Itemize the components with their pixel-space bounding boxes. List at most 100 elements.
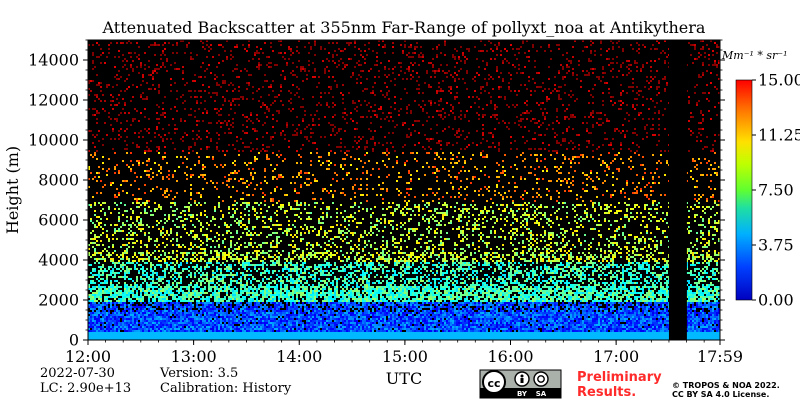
heatmap-cell [272,90,274,92]
heatmap-cell [380,222,382,224]
heatmap-cell [358,188,360,190]
heatmap-cell [546,188,548,190]
heatmap-cell [254,128,256,130]
heatmap-cell [296,232,298,234]
heatmap-cell [556,242,558,244]
heatmap-cell [156,44,158,46]
heatmap-cell [272,198,274,200]
heatmap-cell [306,74,308,76]
heatmap-cell [272,126,274,128]
heatmap-cell [588,74,590,76]
heatmap-cell [168,214,170,216]
heatmap-cell [628,72,630,74]
heatmap-cell [510,90,512,92]
heatmap-cell [428,226,430,228]
heatmap-cell [412,228,414,230]
heatmap-cell [92,238,94,240]
heatmap-cell [464,82,466,84]
heatmap-cell [120,136,122,138]
heatmap-cell [574,156,576,158]
heatmap-cell [484,242,486,244]
heatmap-cell [442,204,444,206]
heatmap-cell [382,230,384,232]
heatmap-cell [92,60,94,62]
heatmap-cell [616,76,618,78]
heatmap-cell [566,128,568,130]
heatmap-cell [456,218,458,220]
heatmap-cell [514,214,516,216]
heatmap-cell [404,164,406,166]
heatmap-cell [414,46,416,48]
heatmap-cell [350,248,352,250]
heatmap-cell [526,40,528,42]
heatmap-cell [270,220,272,222]
heatmap-cell [136,56,138,58]
heatmap-cell [496,170,498,172]
heatmap-cell [430,86,432,88]
heatmap-cell [280,86,282,88]
heatmap-cell [460,194,462,196]
heatmap-cell [232,162,234,164]
heatmap-cell [582,218,584,220]
heatmap-cell [528,80,530,82]
heatmap-cell [120,246,122,248]
heatmap-cell [578,134,580,136]
heatmap-cell [388,60,390,62]
heatmap-cell [636,236,638,238]
heatmap-cell [488,210,490,212]
heatmap-cell [588,244,590,246]
heatmap-cell [478,194,480,196]
heatmap-cell [472,200,474,202]
heatmap-cell [280,240,282,242]
heatmap-cell [530,120,532,122]
heatmap-cell [548,190,550,192]
heatmap-cell [452,54,454,56]
heatmap-cell [410,132,412,134]
heatmap-cell [308,42,310,44]
heatmap-cell [486,104,488,106]
heatmap-cell [272,170,274,172]
heatmap-cell [616,154,618,156]
heatmap-cell [618,40,620,42]
heatmap-cell [336,174,338,176]
heatmap-cell [614,102,616,104]
heatmap-cell [660,242,662,244]
heatmap-cell [662,220,664,222]
heatmap-cell [610,100,612,102]
heatmap-cell [106,174,108,176]
heatmap-cell [124,180,126,182]
heatmap-cell [234,200,236,202]
heatmap-cell [568,66,570,68]
heatmap-cell [154,250,156,252]
heatmap-cell [426,218,428,220]
heatmap-cell [214,100,216,102]
heatmap-cell [210,220,212,222]
heatmap-cell [594,228,596,230]
heatmap-cell [542,248,544,250]
heatmap-cell [614,242,616,244]
heatmap-cell [420,56,422,58]
heatmap-cell [446,72,448,74]
heatmap-cell [152,70,154,72]
heatmap-cell [96,236,98,238]
heatmap-cell [144,98,146,100]
heatmap-cell [250,162,252,164]
heatmap-cell [392,52,394,54]
heatmap-cell [516,156,518,158]
heatmap-cell [414,120,416,122]
heatmap-cell [696,248,698,250]
heatmap-cell [440,64,442,66]
heatmap-cell [138,54,140,56]
heatmap-cell [448,170,450,172]
heatmap-cell [510,224,512,226]
heatmap-cell [618,228,620,230]
heatmap-cell [124,244,126,246]
heatmap-cell [652,78,654,80]
heatmap-cell [220,210,222,212]
heatmap-cell [314,70,316,72]
heatmap-cell [272,200,274,202]
heatmap-cell [200,148,202,150]
heatmap-cell [656,212,658,214]
heatmap-cell [552,250,554,252]
heatmap-cell [208,92,210,94]
